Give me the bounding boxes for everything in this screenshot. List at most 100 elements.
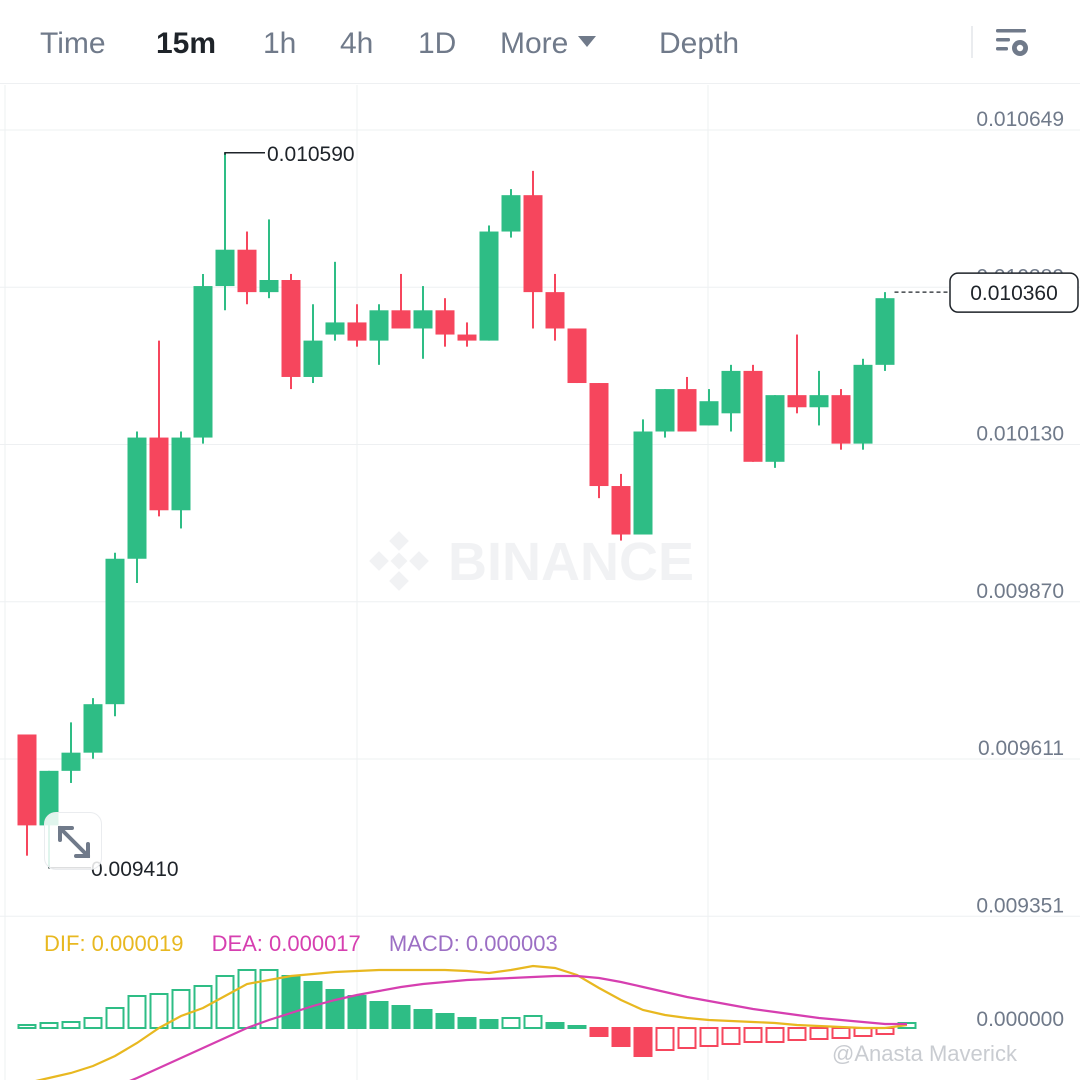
- high-marker-line: [224, 152, 265, 155]
- candle: [457, 322, 477, 347]
- candle: [149, 340, 169, 517]
- macd-histogram-bar: [853, 1027, 873, 1037]
- candle-body: [105, 558, 125, 705]
- price-markers: 0.010590 0.009410 0.010360: [48, 143, 1079, 881]
- tab-15m[interactable]: 15m: [156, 27, 217, 60]
- macd-histogram-bar: [809, 1027, 829, 1040]
- tab-more[interactable]: More: [500, 22, 597, 66]
- candle-body: [853, 364, 873, 444]
- macd-histogram-bar: [215, 975, 235, 1029]
- price-chart[interactable]: BINANCE 0.0106490.0103890.0101300.009870…: [0, 85, 1080, 1080]
- candle: [325, 261, 345, 341]
- price-axis: 0.0106490.0103890.0101300.0098700.009611…: [976, 108, 1064, 917]
- tab-1h[interactable]: 1h: [263, 27, 297, 60]
- macd-histogram-bar: [633, 1027, 653, 1057]
- candle: [479, 225, 499, 341]
- last-price-tag: [949, 272, 1079, 313]
- macd-histogram-bar: [105, 1007, 125, 1029]
- candle-body: [215, 249, 235, 287]
- candle-body: [259, 280, 279, 293]
- macd-histogram-bar: [325, 989, 345, 1029]
- expand-button[interactable]: [44, 812, 102, 870]
- macd-histogram-bar: [523, 1015, 543, 1029]
- last-price-label: 0.010360: [970, 282, 1058, 305]
- candle: [105, 552, 125, 717]
- candle: [369, 304, 389, 365]
- candle: [391, 273, 411, 329]
- candle-body: [611, 486, 631, 535]
- candle: [633, 419, 653, 535]
- price-axis-tick-label: 0.010649: [976, 108, 1064, 131]
- price-axis-tick-label: 0.009611: [978, 737, 1064, 760]
- watermark: BINANCE: [369, 531, 694, 592]
- candle-body: [567, 328, 587, 384]
- tab-1d[interactable]: 1D: [418, 27, 457, 60]
- candle-body: [765, 395, 785, 462]
- candle-body: [787, 395, 807, 408]
- candle: [83, 698, 103, 759]
- macd-histogram-bar: [83, 1017, 103, 1029]
- macd-histogram-bar: [699, 1027, 719, 1047]
- candle: [17, 734, 37, 856]
- price-axis-tick-label: 0.009351: [976, 894, 1064, 917]
- macd-histogram-bar: [61, 1021, 81, 1029]
- candle-body: [831, 395, 851, 444]
- macd-histogram-bar: [677, 1027, 697, 1049]
- macd-histogram-bar: [259, 969, 279, 1029]
- candle: [501, 189, 521, 238]
- candle-body: [127, 437, 147, 559]
- candle: [545, 273, 565, 341]
- dea-label: DEA: 0.000017: [211, 931, 361, 956]
- candle-body: [523, 195, 543, 293]
- candle-body: [501, 195, 521, 232]
- candle: [215, 152, 235, 311]
- chart-settings-icon[interactable]: [994, 26, 1030, 60]
- candle: [435, 298, 455, 347]
- candle: [303, 304, 323, 384]
- candle: [875, 292, 895, 371]
- macd-histogram-bar: [787, 1027, 807, 1041]
- macd-histogram-bar: [281, 975, 301, 1029]
- candle: [281, 273, 301, 390]
- price-axis-tick-label: 0.010130: [976, 423, 1064, 446]
- tab-4h[interactable]: 4h: [340, 27, 374, 60]
- candle-body: [369, 310, 389, 341]
- candle: [765, 395, 785, 468]
- candle: [589, 383, 609, 499]
- candle-body: [699, 401, 719, 426]
- macd-histogram-bar: [413, 1009, 433, 1029]
- candle: [831, 389, 851, 450]
- macd-label: MACD: 0.000003: [388, 931, 558, 956]
- candle: [171, 431, 191, 529]
- candle-body: [281, 280, 301, 377]
- macd-histogram-bar: [479, 1019, 499, 1029]
- macd-histogram-bar: [545, 1022, 565, 1029]
- candle-body: [545, 292, 565, 329]
- candle-body: [435, 310, 455, 335]
- tab-more-label: More: [500, 27, 569, 60]
- candle: [853, 358, 873, 450]
- candle: [787, 334, 807, 414]
- candle-body: [875, 298, 895, 365]
- candle: [413, 286, 433, 359]
- candle: [677, 376, 697, 432]
- high-marker-label: 0.010590: [267, 143, 355, 166]
- macd-histogram-bar: [369, 1001, 389, 1029]
- binance-logo-icon: [369, 531, 429, 591]
- macd-histogram-bar: [743, 1027, 763, 1043]
- expand-icon: [58, 826, 90, 858]
- macd-histogram-bar: [589, 1027, 609, 1037]
- low-marker-label: 0.009410: [91, 858, 179, 881]
- candle: [237, 231, 257, 305]
- tab-time[interactable]: Time: [40, 27, 106, 60]
- candle-body: [61, 752, 81, 771]
- candle-body: [391, 310, 411, 329]
- candle-body: [171, 437, 191, 511]
- macd-histogram-bar: [149, 993, 169, 1029]
- candle-body: [17, 734, 37, 826]
- candle: [721, 364, 741, 432]
- candle-body: [325, 322, 345, 335]
- watermark-credit: @Anasta Maverick: [832, 1041, 1017, 1066]
- tab-depth[interactable]: Depth: [659, 27, 740, 60]
- macd-histogram-bar: [501, 1017, 521, 1029]
